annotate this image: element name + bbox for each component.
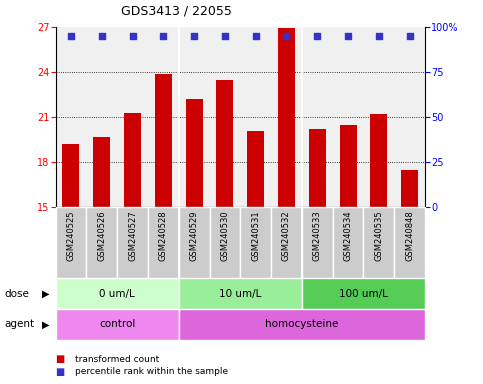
Bar bbox=[210, 207, 240, 278]
Point bbox=[128, 33, 136, 39]
Point bbox=[221, 33, 229, 39]
Point bbox=[252, 33, 259, 39]
Text: control: control bbox=[99, 319, 135, 329]
Bar bbox=[185, 99, 202, 207]
Text: 10 um/L: 10 um/L bbox=[219, 289, 261, 299]
Point bbox=[283, 33, 290, 39]
Bar bbox=[56, 207, 86, 278]
Text: 0 um/L: 0 um/L bbox=[99, 289, 135, 299]
Point bbox=[159, 33, 167, 39]
Point bbox=[98, 33, 106, 39]
Text: GSM240530: GSM240530 bbox=[220, 210, 229, 261]
Text: GDS3413 / 22055: GDS3413 / 22055 bbox=[121, 4, 232, 17]
Point bbox=[406, 33, 413, 39]
Text: dose: dose bbox=[5, 289, 30, 299]
Bar bbox=[401, 170, 418, 207]
Bar bbox=[340, 125, 356, 207]
Bar bbox=[216, 79, 233, 207]
Text: GSM240532: GSM240532 bbox=[282, 210, 291, 261]
Bar bbox=[155, 73, 172, 207]
Bar bbox=[179, 309, 425, 340]
Bar bbox=[370, 114, 387, 207]
Text: GSM240527: GSM240527 bbox=[128, 210, 137, 261]
Text: GSM240525: GSM240525 bbox=[67, 210, 75, 261]
Text: agent: agent bbox=[5, 319, 35, 329]
Text: GSM240531: GSM240531 bbox=[251, 210, 260, 261]
Bar bbox=[124, 113, 141, 207]
Text: homocysteine: homocysteine bbox=[265, 319, 339, 329]
Text: GSM240526: GSM240526 bbox=[97, 210, 106, 261]
Bar bbox=[56, 278, 179, 309]
Text: GSM240533: GSM240533 bbox=[313, 210, 322, 261]
Bar bbox=[148, 207, 179, 278]
Text: percentile rank within the sample: percentile rank within the sample bbox=[75, 367, 228, 376]
Text: GSM240529: GSM240529 bbox=[190, 210, 199, 261]
Point bbox=[375, 33, 383, 39]
Bar bbox=[56, 309, 179, 340]
Bar bbox=[333, 207, 364, 278]
Text: 100 um/L: 100 um/L bbox=[339, 289, 388, 299]
Bar bbox=[240, 207, 271, 278]
Bar bbox=[179, 207, 210, 278]
Bar bbox=[271, 207, 302, 278]
Text: GSM240535: GSM240535 bbox=[374, 210, 384, 261]
Text: GSM240534: GSM240534 bbox=[343, 210, 353, 261]
Text: ■: ■ bbox=[56, 367, 65, 377]
Bar bbox=[86, 207, 117, 278]
Text: GSM240848: GSM240848 bbox=[405, 210, 414, 261]
Bar bbox=[62, 144, 79, 207]
Bar bbox=[364, 207, 394, 278]
Bar bbox=[309, 129, 326, 207]
Point bbox=[67, 33, 75, 39]
Bar bbox=[302, 278, 425, 309]
Bar bbox=[278, 28, 295, 207]
Bar bbox=[179, 278, 302, 309]
Text: ■: ■ bbox=[56, 354, 65, 364]
Text: transformed count: transformed count bbox=[75, 354, 159, 364]
Text: ▶: ▶ bbox=[42, 289, 50, 299]
Point bbox=[344, 33, 352, 39]
Bar bbox=[302, 207, 333, 278]
Point bbox=[190, 33, 198, 39]
Text: ▶: ▶ bbox=[42, 319, 50, 329]
Point bbox=[313, 33, 321, 39]
Bar bbox=[117, 207, 148, 278]
Bar bbox=[93, 137, 110, 207]
Bar bbox=[247, 131, 264, 207]
Text: GSM240528: GSM240528 bbox=[159, 210, 168, 261]
Bar bbox=[394, 207, 425, 278]
